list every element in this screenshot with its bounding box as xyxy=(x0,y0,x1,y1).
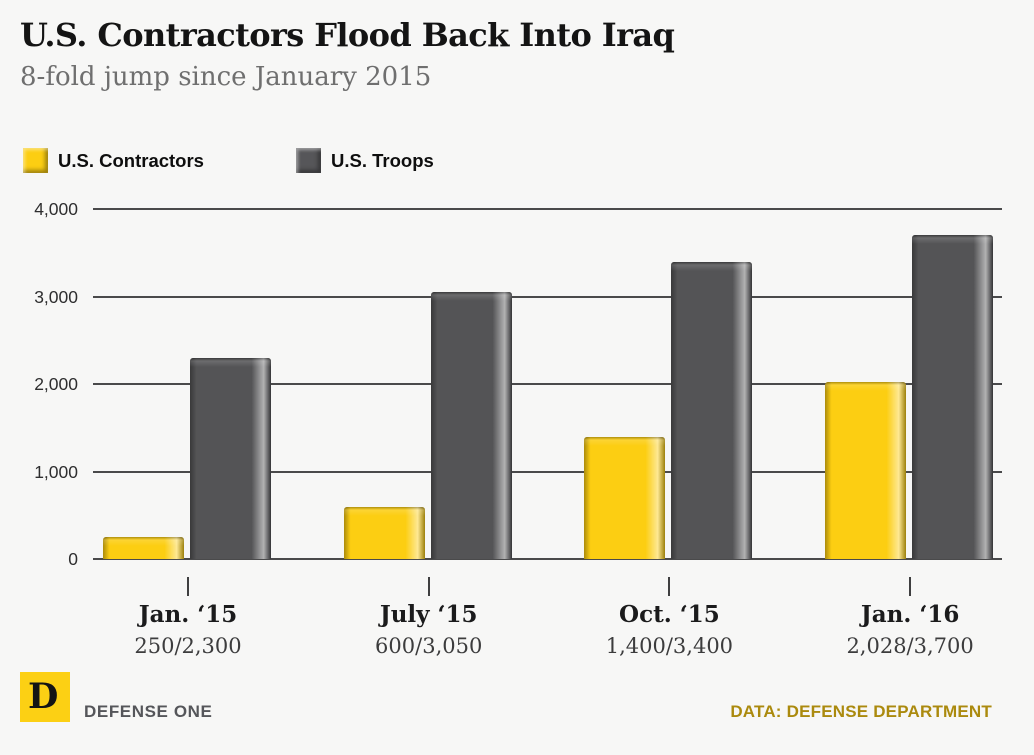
x-value-label: 250/2,300 xyxy=(134,634,242,658)
logo-letter: D xyxy=(28,676,59,717)
y-axis-label: 2,000 xyxy=(34,374,78,394)
brand-name: DEFENSE ONE xyxy=(84,702,213,721)
bar-troops xyxy=(430,292,512,559)
x-category-label: July ‘15 xyxy=(379,601,478,628)
gridline xyxy=(93,383,1002,385)
bar-troops xyxy=(190,357,271,560)
legend-item-contractors: U.S. Contractors xyxy=(23,148,204,173)
bar-contractors xyxy=(343,506,425,559)
x-value-label: 600/3,050 xyxy=(375,634,483,658)
y-axis-label: 1,000 xyxy=(34,461,78,482)
gridline xyxy=(93,208,1002,210)
y-axis-label: 4,000 xyxy=(34,199,78,219)
legend-label: U.S. Troops xyxy=(331,149,434,171)
x-category-label: Jan. ‘15 xyxy=(138,601,238,628)
bar-troops xyxy=(671,261,753,559)
bar-contractors xyxy=(584,436,666,559)
bar-contractors xyxy=(825,381,907,560)
x-axis-tick xyxy=(187,577,189,596)
x-category-label: Oct. ‘15 xyxy=(619,601,720,628)
x-value-label: 2,028/3,700 xyxy=(846,634,974,658)
x-axis-tick xyxy=(427,577,430,596)
legend-label: U.S. Contractors xyxy=(58,149,204,171)
defense-one-logo: D xyxy=(20,672,70,722)
page-subtitle: 8-fold jump since January 2015 xyxy=(20,62,432,92)
contractors-swatch-icon xyxy=(23,148,48,173)
x-axis-tick xyxy=(668,577,671,596)
x-value-label: 1,400/3,400 xyxy=(605,634,734,658)
y-axis-label: 0 xyxy=(68,549,78,569)
gridline xyxy=(93,470,1002,473)
page-title: U.S. Contractors Flood Back Into Iraq xyxy=(20,16,675,54)
bar-contractors xyxy=(103,537,184,559)
y-axis-label: 3,000 xyxy=(34,286,78,307)
gridline xyxy=(93,558,1002,560)
bar-troops xyxy=(912,235,994,559)
troops-swatch-icon xyxy=(296,148,321,173)
x-axis-tick xyxy=(909,577,912,596)
x-category-label: Jan. ‘16 xyxy=(860,601,960,628)
gridline xyxy=(93,295,1002,298)
data-source: DATA: DEFENSE DEPARTMENT xyxy=(730,702,992,721)
legend-item-troops: U.S. Troops xyxy=(296,148,434,173)
